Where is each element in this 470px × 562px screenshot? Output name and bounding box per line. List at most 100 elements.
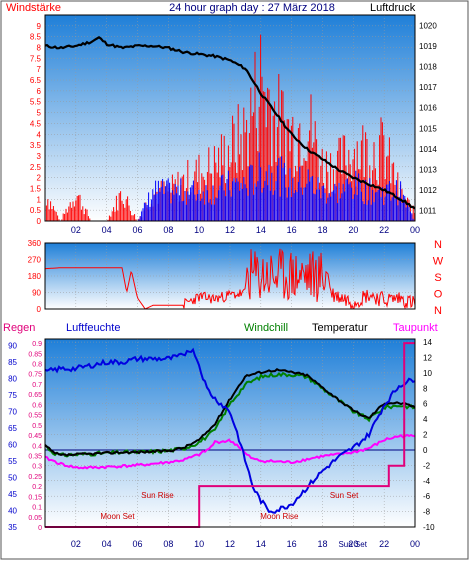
plot1-x-tick-label: 10 <box>194 225 204 235</box>
plot1-left-tick-label: 1.5 <box>30 184 42 193</box>
plot1-frame <box>44 14 416 222</box>
plot3-rain-tick-label: 0.75 <box>28 372 42 379</box>
plot3-rain-tick-label: 0.1 <box>32 505 42 512</box>
plot1-left-tick-label: 6.5 <box>30 76 42 85</box>
plot1-left-tick-label: 6 <box>37 87 42 96</box>
wind-direction-line <box>44 248 416 310</box>
dewpoint-label: Taupunkt <box>393 322 438 334</box>
plot1-left-tick-label: 1 <box>37 195 42 204</box>
plot3-rain-tick-label: 0.35 <box>28 453 42 460</box>
plot3-rain-tick-label: 0.4 <box>32 443 42 450</box>
plot1-left-tick-label: 5 <box>37 109 42 118</box>
plot3-x-tick-label: 20 <box>348 539 358 549</box>
plot1-left-tick-label: 2 <box>37 174 42 183</box>
plot1-left-tick-label: 8 <box>37 44 42 53</box>
plot3-temp-tick-label: -2 <box>423 461 431 470</box>
plot3-temp-tick-label: -8 <box>423 508 431 517</box>
plot1-left-tick-label: 0.5 <box>30 206 42 215</box>
plot2-tick-label: 270 <box>28 256 42 265</box>
plot3-humidity-tick-label: 85 <box>8 358 17 367</box>
temperature-label: Temperatur <box>312 322 368 334</box>
graph-title: 24 hour graph day : 27 März 2018 <box>169 2 335 14</box>
plot3-rain-tick-label: 0.7 <box>32 382 42 389</box>
plot1-left-tick-label: 7 <box>37 65 42 74</box>
plot3-rain-tick-label: 0.8 <box>32 362 42 369</box>
plot3-temp-tick-label: 6 <box>423 400 428 409</box>
plot3-annotation: Sun Set <box>338 540 367 549</box>
windchill-label: Windchill <box>244 322 288 334</box>
plot3-series <box>44 342 416 528</box>
plot1-x-tick-label: 20 <box>348 225 358 235</box>
pressure-line <box>44 35 416 210</box>
plot3-rain-tick-label: 0.3 <box>32 464 42 471</box>
plot3-temp-tick-label: 0 <box>423 446 428 455</box>
plot2-tick-label: 90 <box>32 289 41 298</box>
plot3-humidity-tick-label: 65 <box>8 424 17 433</box>
plot3-axes: 02 04 06 08 10 12 14 16 18 20 22 003540455055606570… <box>8 338 435 549</box>
plot3-rain-tick-label: 0 <box>38 525 42 532</box>
plot1-right-tick-label: 1016 <box>419 104 437 113</box>
plot3-rain-tick-label: 0.55 <box>28 413 42 420</box>
plot1-left-tick-label: 4.5 <box>30 119 42 128</box>
plot3-rain-tick-label: 0.85 <box>28 351 42 358</box>
compass-label: S <box>434 272 441 284</box>
plot1-left-tick-label: 2.5 <box>30 163 42 172</box>
plot1-right-tick-label: 1018 <box>419 63 437 72</box>
plot2-series <box>44 248 416 310</box>
plot1-x-tick-label: 04 <box>102 225 112 235</box>
plot1-left-tick-label: 3 <box>37 152 42 161</box>
plot3-x-tick-label: 08 <box>163 539 173 549</box>
plot3-temp-tick-label: 2 <box>423 431 428 440</box>
plot3-rain-tick-label: 0.45 <box>28 433 42 440</box>
plot1-x-tick-label: 06 <box>132 225 142 235</box>
plot3-temp-tick-label: 14 <box>423 338 432 347</box>
plot3-rain-tick-label: 0.15 <box>28 494 42 501</box>
plot1-axes: 02 04 06 08 10 12 14 16 18 20 22 0000.511.522.533.5… <box>30 21 437 235</box>
rain-label: Regen <box>3 322 35 334</box>
plot3-x-tick-label: 06 <box>132 539 142 549</box>
plot1-right-tick-label: 1011 <box>419 207 437 216</box>
dewpoint-line <box>44 433 416 470</box>
plot1-x-tick-label: 12 <box>225 225 235 235</box>
plot3-temp-tick-label: -6 <box>423 492 431 501</box>
plot3-x-tick-label: 18 <box>317 539 327 549</box>
plot3-humidity-tick-label: 70 <box>8 408 17 417</box>
plot1-right-tick-label: 1020 <box>419 21 437 30</box>
plot3-x-tick-label: 14 <box>256 539 266 549</box>
plot3-temp-tick-label: 8 <box>423 384 428 393</box>
plot1-left-tick-label: 8.5 <box>30 33 42 42</box>
plot3-temp-tick-label: 10 <box>423 369 432 378</box>
humidity-label: Luftfeuchte <box>66 322 120 334</box>
plot1-left-tick-label: 3.5 <box>30 141 42 150</box>
plot3-humidity-tick-label: 60 <box>8 441 17 450</box>
plot1-x-tick-label: 02 <box>71 225 81 235</box>
plot3-frame <box>44 338 416 528</box>
plot3-x-tick-label: 16 <box>287 539 297 549</box>
plot1-x-tick-label: 14 <box>256 225 266 235</box>
plot3-humidity-tick-label: 75 <box>8 391 17 400</box>
plot3-x-tick-label: 00 <box>410 539 420 549</box>
plot1-x-tick-label: 22 <box>379 225 389 235</box>
plot3-temp-tick-label: -4 <box>423 477 431 486</box>
plot1-right-tick-label: 1012 <box>419 186 437 195</box>
plot1-x-tick-label: 18 <box>317 225 327 235</box>
plot3-humidity-tick-label: 50 <box>8 474 17 483</box>
plot1-left-tick-label: 4 <box>37 130 42 139</box>
plot3-annotation: Sun Set <box>330 491 359 500</box>
compass-label: N <box>434 239 442 251</box>
plot1-left-tick-label: 7.5 <box>30 54 42 63</box>
plot3-temp-tick-label: 12 <box>423 353 432 362</box>
plot2-tick-label: 360 <box>28 239 42 248</box>
plot1-left-tick-label: 0 <box>37 217 42 226</box>
plot1-right-tick-label: 1017 <box>419 83 437 92</box>
plot3-x-tick-label: 22 <box>379 539 389 549</box>
wind-speed-label: Windstärke <box>6 2 61 14</box>
plot3-x-tick-label: 10 <box>194 539 204 549</box>
plot2-tick-label: 180 <box>28 272 42 281</box>
pressure-label: Luftdruck <box>370 2 416 14</box>
plot3-humidity-tick-label: 80 <box>8 375 17 384</box>
compass-label: O <box>434 289 443 301</box>
